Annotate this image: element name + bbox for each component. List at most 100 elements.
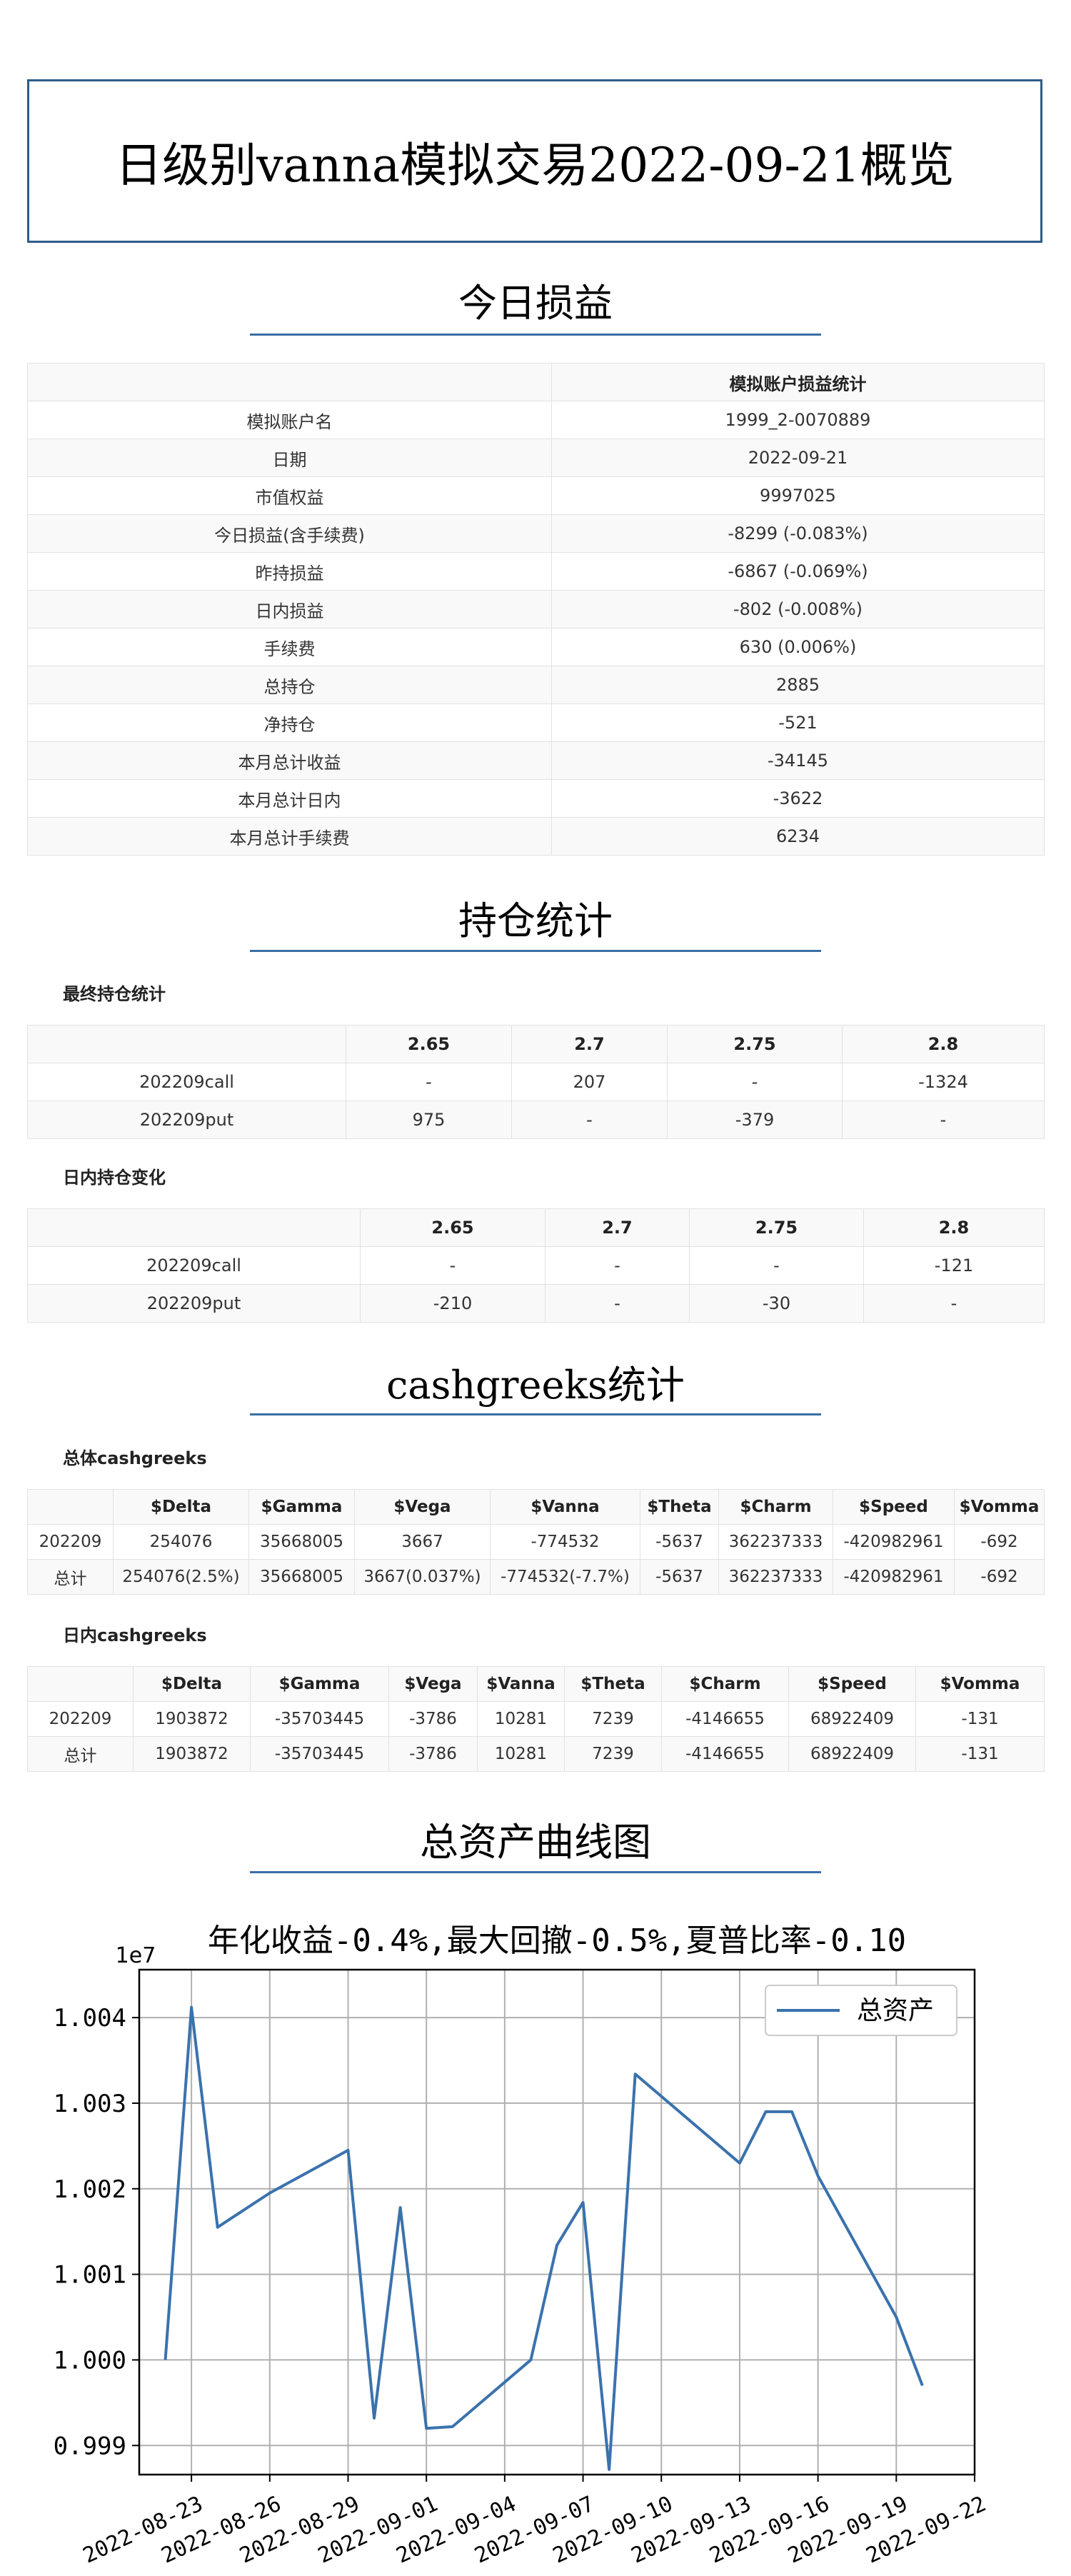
header-cell: 2.65 [360,1208,545,1247]
table-cell: 68922409 [788,1736,916,1772]
total-greeks-title: 总体cashgreeks [63,1448,207,1468]
table-cell: -121 [863,1246,1045,1285]
row-label: 市值权益 [27,476,552,515]
row-label: 本月总计收益 [27,741,552,780]
header-cell: 2.7 [511,1025,668,1063]
table-header-row: $Delta $Gamma $Vega $Vanna $Theta $Charm $Spee… [27,1666,1045,1702]
table-row: 202209call -207- -1324 [27,1063,1045,1101]
table-row: 总计 1903872 -35703445 -3786 10281 7239 -4146655… [27,1736,1045,1772]
row-label: 总计 [27,1736,134,1772]
table-cell: 3667(0.037%) [354,1559,491,1595]
table-cell: 1903872 [133,1736,251,1772]
header-cell: $Vega [354,1489,491,1525]
row-value: -8299 (-0.083%) [551,514,1045,553]
header-cell: 2.65 [346,1025,512,1063]
table-cell: - [545,1284,690,1323]
equity-chart: 年化收益-0.4%,最大回撤-0.5%,夏普比率-0.102022-08-232… [54,1923,990,2569]
section-underline-greeks [250,1413,821,1415]
header-cell: $Vomma [954,1489,1045,1525]
row-label: 本月总计日内 [27,779,552,818]
y-tick-label: 0.999 [54,2432,126,2460]
row-label: 今日损益(含手续费) [27,514,552,553]
table-row: 日期 2022-09-21 [27,438,1045,477]
table-row: 202209call - - - -121 [27,1246,1045,1285]
row-value: 2022-09-21 [551,438,1045,477]
row-label: 模拟账户名 [27,401,552,439]
y-tick-label: 1.000 [54,2346,126,2375]
y-tick-label: 1.003 [54,2090,126,2118]
row-label: 202209put [27,1284,361,1323]
table-cell: -774532 [490,1524,640,1560]
section-title-pnl: 今日损益 [458,281,613,326]
table-row: 本月总计收益 -34145 [27,741,1045,780]
legend-box [765,1985,957,2036]
table-cell: -131 [915,1701,1045,1737]
table-cell: 68922409 [788,1701,916,1737]
row-label: 净持仓 [27,703,552,742]
table-cell: - [689,1246,864,1285]
table-row: 202209put -210- -30- [27,1284,1045,1323]
table-cell: 362237333 [718,1559,833,1595]
table-row: 202209put 975- -379- [27,1101,1045,1139]
table-row: 202209 254076 35668005 3667 -774532 -5637 3622… [27,1524,1045,1560]
row-value: -521 [551,703,1045,742]
header-cell: 2.8 [842,1025,1045,1063]
header-cell: $Gamma [250,1666,389,1702]
table-cell: -30 [689,1284,864,1323]
table-cell: 3667 [354,1524,491,1560]
table-cell: - [545,1246,690,1285]
final-positions-table: 2.65 2.7 2.75 2.8 202209call -207- -1324 202209… [27,1025,1045,1139]
table-cell: 254076 [113,1524,249,1560]
table-cell: 1903872 [133,1701,251,1737]
row-label: 总计 [27,1559,114,1595]
table-cell: -420982961 [833,1524,955,1560]
intraday-greeks-table: $Delta $Gamma $Vega $Vanna $Theta $Charm $Spee… [27,1666,1045,1772]
header-cell: 2.8 [863,1208,1045,1247]
header-cell [27,1208,361,1247]
table-cell: -1324 [842,1063,1045,1101]
header-cell [27,1489,114,1525]
section-title-positions: 持仓统计 [458,898,613,943]
table-cell: - [511,1101,668,1139]
table-cell: -210 [360,1284,545,1323]
table-cell: 10281 [477,1701,565,1737]
header-cell: $Theta [564,1666,662,1702]
section-title-equity: 总资产曲线图 [420,1820,651,1865]
header-cell: $Vanna [477,1666,565,1702]
table-cell: 7239 [564,1701,662,1737]
table-cell: 975 [346,1101,512,1139]
row-label: 202209put [27,1101,346,1139]
table-cell: 207 [511,1063,668,1101]
table-cell: -420982961 [833,1559,955,1595]
table-cell: 10281 [477,1736,565,1772]
table-cell: 362237333 [718,1524,833,1560]
row-value: 1999_2-0070889 [551,401,1045,439]
table-cell: - [346,1063,512,1101]
table-cell: -379 [667,1101,843,1139]
header-cell: 2.75 [667,1025,843,1063]
table-cell: - [863,1284,1045,1323]
header-cell: $Theta [640,1489,719,1525]
y-tick-label: 1.002 [54,2175,126,2204]
plot-frame [138,1968,976,2476]
table-cell: 35668005 [248,1559,355,1595]
y-tick-label: 1.004 [54,2004,126,2033]
row-value: 6234 [551,817,1045,856]
table-cell: -5637 [640,1559,719,1595]
intraday-positions-title: 日内持仓变化 [63,1168,166,1188]
table-cell: -35703445 [250,1736,389,1772]
intraday-positions-table: 2.65 2.7 2.75 2.8 202209call - - - -121 202209put… [27,1208,1045,1323]
table-header-row: 2.65 2.7 2.75 2.8 [27,1025,1045,1063]
header-cell: $Charm [718,1489,833,1525]
section-title-greeks: cashgreeks统计 [386,1363,685,1408]
title-box: 日级别vanna模拟交易2022-09-21概览 [27,79,1042,243]
table-cell: 254076(2.5%) [113,1559,249,1595]
row-value: -34145 [551,741,1045,780]
header-cell: $Vanna [490,1489,640,1525]
table-cell: 7239 [564,1736,662,1772]
row-label: 昨持损益 [27,552,552,591]
row-label: 总持仓 [27,666,552,704]
total-greeks-table: $Delta $Gamma $Vega $Vanna $Theta $Charm $Spee… [27,1489,1045,1595]
row-value: -802 (-0.008%) [551,590,1045,628]
